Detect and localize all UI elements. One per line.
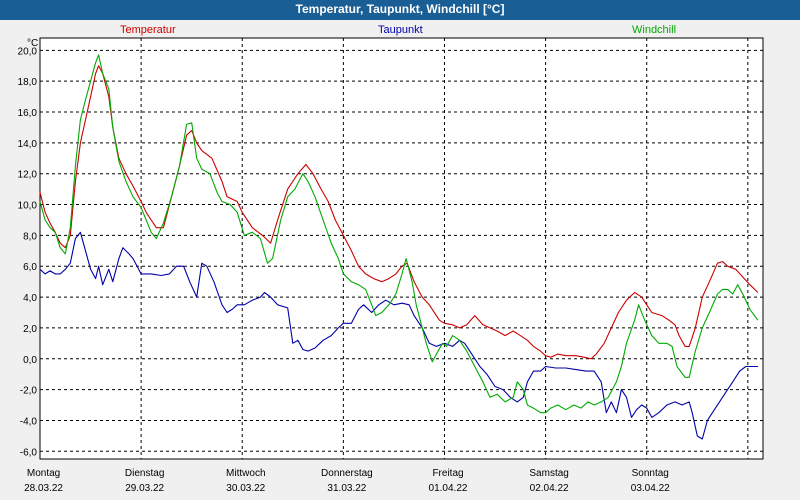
y-tick-label: 4,0 [23,293,37,304]
y-axis-unit: °C [27,38,39,49]
x-tick-date-3: 30.03.22 [226,483,265,494]
y-tick-label: 10,0 [18,201,38,212]
legend-windchill: Windchill [632,24,677,36]
x-tick-day-7: Sonntag [632,468,669,479]
y-tick-label: 8,0 [23,231,37,242]
chart-title: Temperatur, Taupunkt, Windchill [°C] [0,0,800,20]
legend-taupunkt: Taupunkt [378,24,423,36]
legend-temperatur: Temperatur [120,24,176,36]
y-tick-label: 16,0 [18,108,38,119]
x-tick-date-2: 29.03.22 [125,483,164,494]
y-tick-label: 12,0 [18,170,38,181]
y-tick-label: -6,0 [20,447,38,458]
y-tick-label: 0,0 [23,355,37,366]
y-tick-label: 20,0 [18,46,38,57]
x-tick-date-7: 03.04.22 [631,483,670,494]
y-tick-label: -2,0 [20,386,38,397]
series-line-windchill [39,54,759,414]
y-tick-label: 6,0 [23,262,37,273]
series-line-taupunkt [39,231,758,440]
x-tick-day-5: Freitag [432,468,463,479]
series-line-temperatur [39,65,759,360]
x-tick-day-6: Samstag [529,468,568,479]
x-tick-day-3: Mittwoch [226,468,265,479]
y-tick-label: 2,0 [23,324,37,335]
y-tick-label: 18,0 [18,77,38,88]
x-tick-date-5: 01.04.22 [429,483,468,494]
plot-background [39,37,764,460]
x-tick-day-1: Montag [27,468,60,479]
x-tick-date-4: 31.03.22 [327,483,366,494]
x-tick-day-4: Donnerstag [321,468,373,479]
x-tick-day-2: Dienstag [125,468,164,479]
y-tick-label: -4,0 [20,416,38,427]
x-tick-date-6: 02.04.22 [530,483,569,494]
x-tick-date-1: 28.03.22 [24,483,63,494]
y-tick-label: 14,0 [18,139,38,150]
